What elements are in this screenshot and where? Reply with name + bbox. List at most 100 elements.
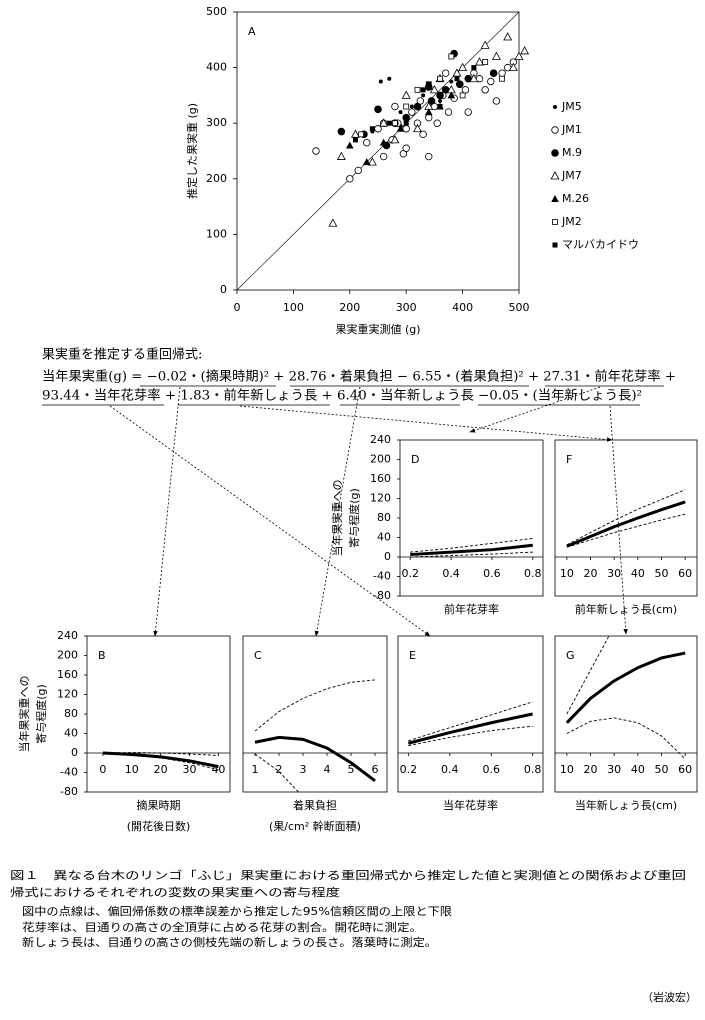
point (447, 91, 456, 99)
x-tick-label: 10 (125, 763, 139, 776)
point (480, 40, 490, 49)
point (444, 108, 453, 116)
y-tick-label: -80 (373, 589, 391, 602)
x-axis-label: 果実重実測値 (g) (335, 322, 420, 336)
legend-label: JM1 (561, 123, 582, 136)
y-tick-label: -80 (60, 785, 78, 798)
y-tick-label: 40 (64, 727, 78, 740)
point (328, 218, 338, 227)
x-tick-label: 50 (655, 763, 669, 776)
x-tick-label: 0.4 (441, 763, 459, 776)
point (379, 118, 389, 127)
panel-label: F (566, 453, 572, 466)
point (363, 138, 371, 147)
panel-label: C (254, 649, 262, 662)
point (367, 157, 377, 166)
point (420, 87, 426, 93)
y-tick-label: 120 (370, 492, 391, 505)
plot-frame (554, 439, 698, 597)
x-tick-label: 60 (678, 763, 692, 776)
x-tick-label: 40 (631, 763, 645, 776)
x-tick-label: 4 (324, 763, 331, 776)
x-tick-label: 40 (631, 567, 645, 580)
legend-key (552, 219, 558, 225)
panel-label: E (409, 649, 416, 662)
point (437, 75, 443, 82)
y-tick-label: 120 (57, 688, 78, 701)
legend-label: M.26 (562, 192, 589, 205)
x-axis-label: 当年花芽率 (443, 798, 498, 812)
x-tick-label: 0.2 (401, 567, 419, 580)
point (398, 110, 403, 115)
point (413, 123, 422, 133)
series-line (410, 543, 533, 557)
y-axis-label: 当年果実重への (330, 480, 344, 557)
plot-frame (554, 635, 698, 793)
legend-label: JM5 (561, 100, 582, 113)
x-tick-label: 30 (183, 763, 197, 776)
note: 花芽率は、目通りの高さの全頂芽に占める花芽の割合。開花時に測定。 (22, 920, 422, 934)
point (425, 152, 433, 161)
y-tick-label: 400 (206, 61, 227, 74)
point (337, 127, 346, 136)
point (369, 126, 375, 132)
point (387, 76, 392, 81)
point (508, 62, 518, 71)
x-tick-label: 0.2 (400, 763, 418, 776)
y-tick-label: 0 (384, 550, 391, 563)
y-tick-label: 240 (370, 433, 391, 446)
point (498, 69, 506, 77)
x-tick-label: 0.6 (483, 567, 501, 580)
point (449, 79, 454, 84)
equation-line: 93.44・当年花芽率 + 1.83・前年新しょう長 + 6.40・当年新しょう… (42, 388, 642, 404)
point (482, 59, 489, 65)
arrows (109, 386, 628, 637)
x-axis-label: 前年花芽率 (444, 602, 499, 616)
point (390, 135, 400, 144)
x-tick-label: 10 (560, 567, 574, 580)
x-tick-label: 30 (607, 763, 621, 776)
plot-frame (242, 635, 388, 793)
point (403, 103, 410, 110)
point (413, 102, 422, 111)
y-tick-label: 80 (377, 511, 391, 524)
y-axis-label: 推定した果実重 (g) (185, 103, 199, 199)
equation-underlines (42, 385, 664, 406)
point (429, 85, 439, 94)
y-tick-label: 200 (57, 649, 78, 662)
point (441, 69, 450, 77)
point (374, 105, 382, 114)
point (481, 86, 489, 94)
point (464, 108, 472, 116)
point (386, 120, 392, 126)
point (471, 65, 477, 71)
point (419, 130, 427, 139)
series-line (410, 551, 533, 558)
x-tick-label: 6 (372, 763, 379, 776)
point (438, 98, 443, 103)
series-line (566, 489, 686, 546)
point (362, 158, 371, 166)
series-line (408, 701, 533, 742)
point (350, 129, 360, 138)
y-tick-label: 300 (206, 116, 227, 129)
y-axis-label: 寄与程度(g) (347, 488, 361, 548)
x-tick-label: 0.4 (442, 567, 460, 580)
point (425, 113, 433, 122)
series-line (408, 725, 533, 747)
legend-key (553, 105, 557, 109)
point (336, 151, 346, 160)
x-tick-label: 50 (655, 567, 669, 580)
plot-frame (399, 439, 544, 597)
point (458, 62, 468, 71)
x-axis-note: (開花後日数) (127, 819, 191, 833)
y-tick-label: 240 (57, 629, 78, 642)
point (354, 166, 362, 175)
x-tick-label: 10 (560, 763, 574, 776)
x-tick-label: 2 (276, 763, 283, 776)
point (358, 131, 364, 138)
equation-heading: 果実重を推定する重回帰式: (42, 347, 202, 363)
point (408, 108, 416, 116)
series-line (102, 751, 219, 769)
